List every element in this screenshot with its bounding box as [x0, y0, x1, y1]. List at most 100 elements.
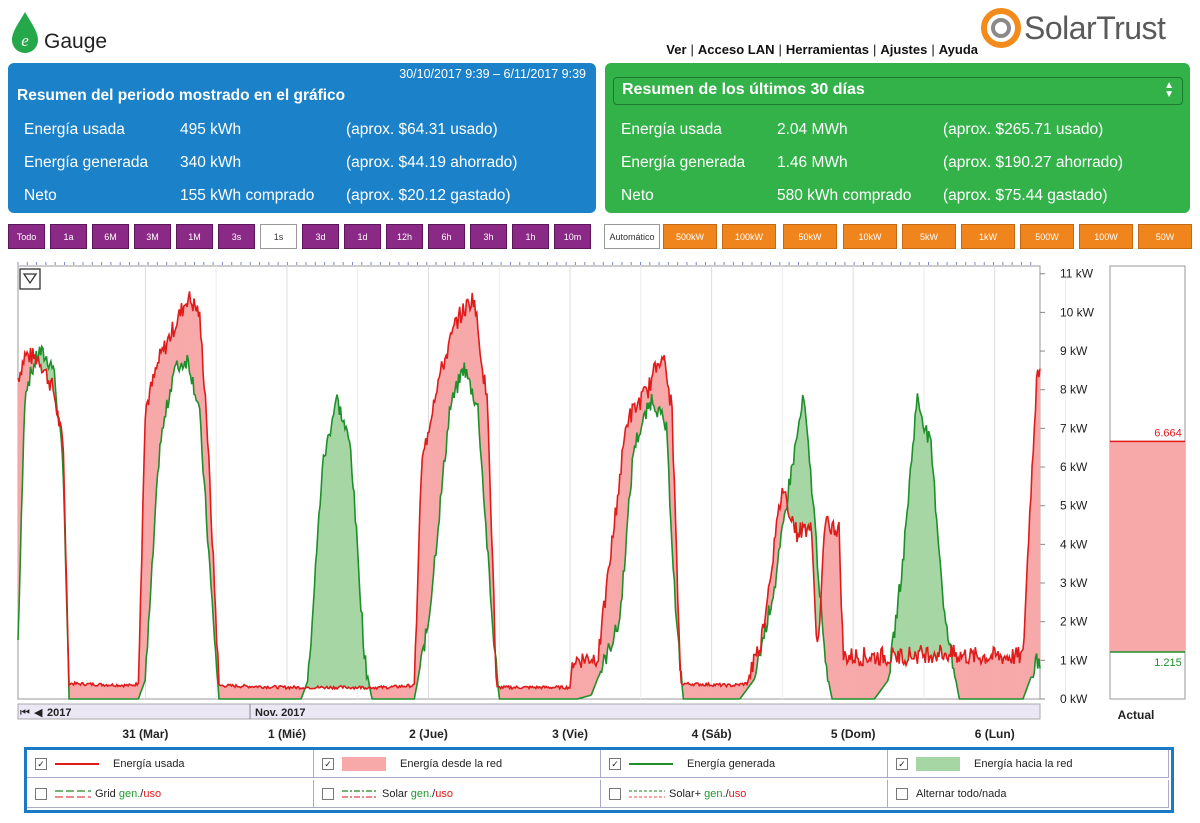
legend-item-solar-[interactable]: Solar+ gen./uso [601, 780, 888, 808]
period-summary-title: Resumen del periodo mostrado en el gráfi… [17, 87, 346, 104]
time-button-10m[interactable]: 10m [554, 224, 591, 249]
row-value: 155 kWh comprado [180, 187, 315, 204]
row-value: 495 kWh [180, 121, 242, 138]
row-value: 580 kWh comprado [777, 187, 912, 204]
time-button-3h[interactable]: 3h [470, 224, 507, 249]
period-range: 30/10/2017 9:39 – 6/11/2017 9:39 [399, 67, 586, 81]
row-note: (aprox. $75.44 gastado) [943, 187, 1108, 204]
y-tick-label: 1 kW [1060, 653, 1088, 667]
time-button-todo[interactable]: Todo [8, 224, 45, 249]
navigator-label: Nov. 2017 [255, 707, 306, 719]
select-arrows-icon: ▲ ▼ [1164, 80, 1174, 100]
scale-button-1kw[interactable]: 1kW [961, 224, 1015, 249]
triangle-down-icon [22, 273, 38, 285]
row-label: Energía generada [24, 154, 149, 171]
legend-swatch-icon [342, 757, 386, 771]
time-button-1m[interactable]: 1M [176, 224, 213, 249]
time-button-12h[interactable]: 12h [386, 224, 423, 249]
legend-checkbox[interactable] [35, 788, 47, 800]
actual-used-label: 6.664 [1154, 427, 1182, 439]
scale-button-50w[interactable]: 50W [1138, 224, 1192, 249]
actual-from-grid-bar [1110, 441, 1185, 653]
legend-swatch-icon [629, 790, 665, 798]
legend-item-energ-a-desde-la-red[interactable]: ✓ Energía desde la red [314, 750, 601, 778]
legend-swatch-icon [55, 763, 99, 765]
time-button-3m[interactable]: 3M [134, 224, 171, 249]
nav-acceso-lan[interactable]: Acceso LAN [697, 42, 775, 57]
row-note: (aprox. $20.12 gastado) [346, 187, 511, 204]
legend-checkbox[interactable]: ✓ [896, 758, 908, 770]
scale-button-100w[interactable]: 100W [1079, 224, 1133, 249]
legend-item-energ-a-hacia-la-red[interactable]: ✓ Energía hacia la red [888, 750, 1169, 778]
scale-button-automático[interactable]: Automático [604, 224, 660, 249]
legend-item-energ-a-generada[interactable]: ✓ Energía generada [601, 750, 888, 778]
x-tick-label: 6 (Lun) [975, 727, 1015, 741]
legend-checkbox[interactable]: ✓ [35, 758, 47, 770]
time-button-1d[interactable]: 1d [344, 224, 381, 249]
legend-swatch-icon [916, 757, 960, 771]
time-button-6h[interactable]: 6h [428, 224, 465, 249]
scale-button-500w[interactable]: 500W [1020, 224, 1074, 249]
x-tick-label: 4 (Sáb) [692, 727, 732, 741]
energy-chart-svg[interactable]: 31 (Mar) 1 (Mié) 2 (Jue) 3 (Vie) 4 (Sáb) 5 (D… [0, 258, 1200, 748]
time-button-3s[interactable]: 3s [218, 224, 255, 249]
legend-checkbox[interactable] [322, 788, 334, 800]
time-button-3d[interactable]: 3d [302, 224, 339, 249]
egauge-letter: e [21, 31, 29, 50]
x-tick-label: 5 (Dom) [831, 727, 876, 741]
y-tick-label: 7 kW [1060, 421, 1088, 435]
zoom-toggle-icon [19, 268, 41, 290]
scale-button-100kw[interactable]: 100kW [722, 224, 776, 249]
actual-generated-label: 1.215 [1154, 657, 1182, 669]
scale-button-500kw[interactable]: 500kW [663, 224, 717, 249]
nav-ajustes[interactable]: Ajustes [880, 42, 928, 57]
legend-checkbox[interactable]: ✓ [322, 758, 334, 770]
row-note: (aprox. $190.27 ahorrado) [943, 154, 1124, 171]
row-value: 340 kWh [180, 154, 242, 171]
legend-item-energ-a-usada[interactable]: ✓ Energía usada [27, 750, 314, 778]
nav-ver[interactable]: Ver [666, 42, 687, 57]
summary-period-select-value: Resumen de los últimos 30 días [622, 81, 865, 98]
y-tick-label: 3 kW [1060, 576, 1088, 590]
legend-swatch-icon [342, 790, 378, 798]
nav-herramientas[interactable]: Herramientas [785, 42, 869, 57]
y-tick-label: 4 kW [1060, 537, 1088, 551]
row-label: Neto [24, 187, 57, 204]
summary-30d-panel: Resumen de los últimos 30 días ▲ ▼ Energí… [605, 63, 1190, 213]
y-tick-label: 2 kW [1060, 615, 1088, 629]
navigator-label: 2017 [47, 707, 71, 719]
legend-label: Solar gen./uso [382, 788, 453, 800]
summary-period-select[interactable]: Resumen de los últimos 30 días ▲ ▼ [613, 77, 1183, 105]
time-button-1s[interactable]: 1s [260, 224, 297, 249]
energy-chart[interactable]: 31 (Mar) 1 (Mié) 2 (Jue) 3 (Vie) 4 (Sáb) 5 (D… [0, 258, 1200, 748]
solartrust-logo-text: SolarTrust [1024, 10, 1166, 46]
y-tick-label: 6 kW [1060, 460, 1088, 474]
energy-generated-line [17, 344, 1041, 700]
legend-label: Solar+ gen./uso [669, 788, 747, 800]
legend-checkbox[interactable] [896, 788, 908, 800]
time-button-1a[interactable]: 1a [50, 224, 87, 249]
y-tick-label: 5 kW [1060, 499, 1088, 513]
scale-button-5kw[interactable]: 5kW [902, 224, 956, 249]
time-button-1h[interactable]: 1h [512, 224, 549, 249]
legend-checkbox[interactable]: ✓ [609, 758, 621, 770]
legend-label: Energía usada [113, 758, 185, 770]
y-tick-label: 11 kW [1060, 267, 1094, 281]
nav-ayuda[interactable]: Ayuda [938, 42, 978, 57]
scale-button-50kw[interactable]: 50kW [783, 224, 837, 249]
egauge-drop-icon: e [12, 12, 38, 53]
y-tick-label: 10 kW [1060, 305, 1095, 319]
legend-item-solar[interactable]: Solar gen./uso [314, 780, 601, 808]
row-label: Neto [621, 187, 654, 204]
y-tick-label: 0 kW [1060, 692, 1088, 706]
nav-prev-icon: ◀ [34, 707, 43, 719]
scale-button-10kw[interactable]: 10kW [843, 224, 897, 249]
legend-label: Grid gen./uso [95, 788, 162, 800]
legend-label: Energía generada [687, 758, 776, 770]
period-summary-panel: 30/10/2017 9:39 – 6/11/2017 9:39 Resumen… [8, 63, 596, 213]
time-button-6m[interactable]: 6M [92, 224, 129, 249]
row-label: Energía usada [621, 121, 722, 138]
legend-item-grid[interactable]: Grid gen./uso [27, 780, 314, 808]
legend-item-alternar-todo-nada[interactable]: Alternar todo/nada [888, 780, 1169, 808]
legend-checkbox[interactable] [609, 788, 621, 800]
